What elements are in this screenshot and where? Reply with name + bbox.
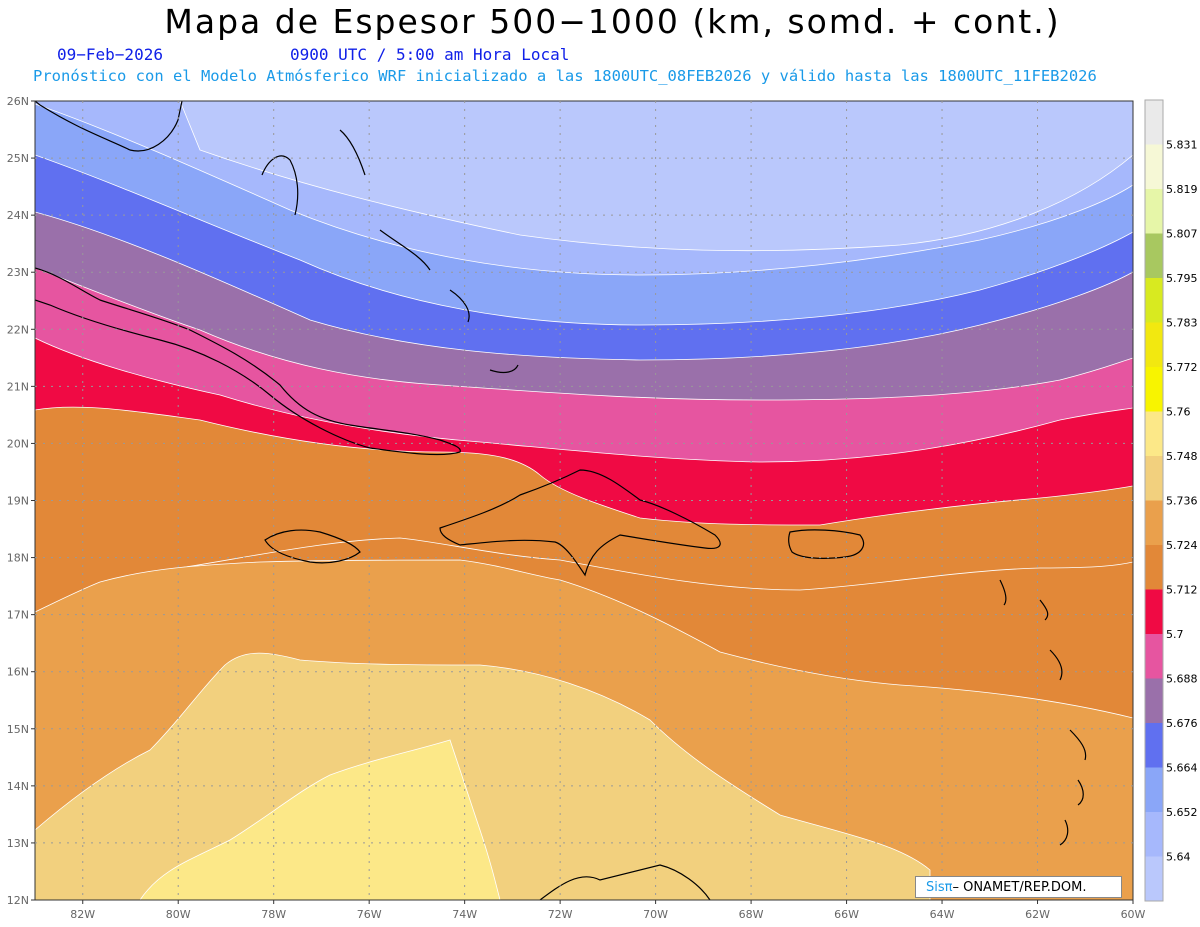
lat-label: 18N <box>7 552 29 565</box>
longitude-labels: 82W 80W 78W 76W 74W 72W 70W 68W 66W 64W 62W 60W <box>70 900 1146 921</box>
coastlines <box>35 101 1087 900</box>
colorbar-label: 5.772 <box>1166 361 1198 374</box>
coastline-cuba <box>35 267 461 456</box>
colorbar-swatch <box>1145 144 1163 190</box>
colorbar-swatch <box>1145 500 1163 546</box>
colorbar-label: 5.7 <box>1166 628 1184 641</box>
credit-sis: Sisπ <box>926 880 953 895</box>
colorbar-label: 5.64 <box>1166 851 1191 864</box>
colorbar-label: 5.736 <box>1166 495 1198 508</box>
band-5.772 <box>139 739 501 900</box>
colorbar-swatch <box>1145 233 1163 279</box>
colorbar-swatch <box>1145 322 1163 368</box>
lat-label: 16N <box>7 666 29 679</box>
lat-label: 13N <box>7 837 29 850</box>
colorbar-swatch <box>1145 545 1163 590</box>
coastline-lesser-antilles <box>999 579 1087 846</box>
colorbar-label: 5.807 <box>1166 228 1198 241</box>
map-frame: 26N 25N 24N 23N 22N 21N 20N 19N 18N 17N 16N 15N 14N 1… <box>7 95 1146 921</box>
lon-label: 80W <box>166 908 191 921</box>
colorbar-label: 5.783 <box>1166 317 1198 330</box>
latitude-labels: 26N 25N 24N 23N 22N 21N 20N 19N 18N 17N 16N 15N 14N 1… <box>7 95 35 907</box>
thickness-bands <box>35 101 1133 900</box>
lat-label: 12N <box>7 894 29 907</box>
colorbar-label: 5.795 <box>1166 272 1198 285</box>
lon-label: 60W <box>1121 908 1146 921</box>
lat-label: 14N <box>7 780 29 793</box>
coastline-puerto-rico <box>788 529 865 559</box>
colorbar-swatch <box>1145 278 1163 323</box>
lon-label: 72W <box>548 908 573 921</box>
lon-label: 62W <box>1025 908 1050 921</box>
credit-box: Sisπ– ONAMET/REP.DOM. <box>915 876 1122 898</box>
lat-label: 24N <box>7 209 29 222</box>
colorbar-label: 5.819 <box>1166 183 1198 196</box>
coastline-bahamas <box>261 129 519 374</box>
lat-label: 20N <box>7 437 29 450</box>
colorbar-swatch <box>1145 189 1163 234</box>
lat-label: 26N <box>7 95 29 108</box>
colorbar-label: 5.676 <box>1166 717 1198 730</box>
colorbar-label: 5.831 <box>1166 139 1198 152</box>
lon-label: 76W <box>357 908 382 921</box>
colorbar-frame <box>1144 99 1164 902</box>
colorbar: 5.831 5.819 5.807 5.795 5.783 5.772 5.76 5.748 5… <box>1144 99 1198 902</box>
colorbar-swatch <box>1145 589 1163 635</box>
colorbar-label: 5.748 <box>1166 450 1198 463</box>
lon-label: 82W <box>70 908 95 921</box>
lat-label: 21N <box>7 380 29 393</box>
forecast-date: 09−Feb−2026 <box>57 45 163 64</box>
forecast-time: 0900 UTC / 5:00 am Hora Local <box>290 45 570 64</box>
map-title: Mapa de Espesor 500−1000 (km, somd. + co… <box>164 2 1061 41</box>
colorbar-swatch <box>1145 856 1163 902</box>
lon-label: 70W <box>643 908 668 921</box>
colorbar-swatch <box>1145 723 1163 768</box>
lon-label: 74W <box>452 908 477 921</box>
credit-text: – ONAMET/REP.DOM. <box>952 880 1087 895</box>
coastline-jamaica <box>264 529 361 564</box>
colorbar-swatch <box>1145 100 1163 145</box>
graticule <box>35 101 1133 900</box>
colorbar-swatch <box>1145 767 1163 813</box>
lat-label: 25N <box>7 152 29 165</box>
colorbar-label: 5.652 <box>1166 806 1198 819</box>
lat-label: 17N <box>7 609 29 622</box>
colorbar-swatch <box>1145 367 1163 412</box>
colorbar-label: 5.724 <box>1166 539 1198 552</box>
coastline-florida <box>35 101 183 152</box>
model-info: Pronóstico con el Modelo Atmósferico WRF… <box>33 67 1097 85</box>
lat-label: 15N <box>7 723 29 736</box>
lat-label: 23N <box>7 266 29 279</box>
coastline-hispaniola <box>439 469 721 577</box>
colorbar-label: 5.712 <box>1166 584 1198 597</box>
colorbar-label: 5.76 <box>1166 406 1191 419</box>
colorbar-label: 5.688 <box>1166 673 1198 686</box>
colorbar-swatch <box>1145 678 1163 724</box>
lon-label: 78W <box>261 908 286 921</box>
lat-label: 22N <box>7 323 29 336</box>
lon-label: 68W <box>739 908 764 921</box>
lon-label: 66W <box>834 908 859 921</box>
colorbar-swatch <box>1145 812 1163 857</box>
lat-label: 19N <box>7 495 29 508</box>
colorbar-swatch <box>1145 456 1163 501</box>
coastline-south-america <box>539 864 711 900</box>
lon-label: 64W <box>930 908 955 921</box>
colorbar-swatch <box>1145 634 1163 679</box>
colorbar-swatch <box>1145 411 1163 457</box>
colorbar-label: 5.664 <box>1166 762 1198 775</box>
